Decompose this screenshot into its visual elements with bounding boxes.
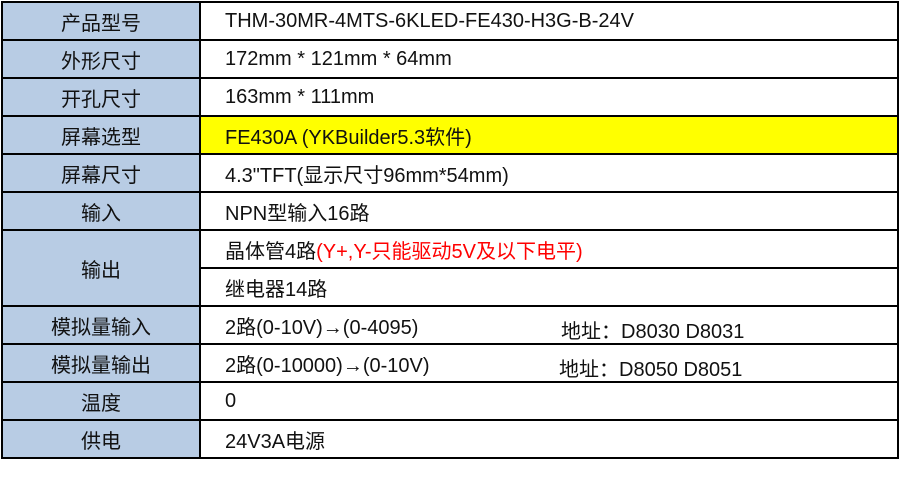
row-value: NPN型输入16路 (199, 191, 899, 231)
row-value: 24V3A电源 (199, 419, 899, 459)
analog-output-address: 地址：D8050 D8051 (559, 359, 743, 381)
analog-output-range: 2路(0-10000)→(0-10V) (225, 354, 430, 377)
output-note: (Y+,Y-只能驱动5V及以下电平) (316, 240, 583, 263)
analog-input-address: 地址：D8030 D8031 (561, 321, 745, 343)
row-value: 2路(0-10V)→(0-4095) 地址：D8030 D8031 (199, 305, 899, 345)
table-row: 输出 晶体管4路(Y+,Y-只能驱动5V及以下电平) (1, 229, 899, 307)
row-label: 开孔尺寸 (1, 77, 201, 117)
table-row: 模拟量输入 2路(0-10V)→(0-4095) 地址：D8030 D8031 (1, 305, 899, 345)
row-value: 继电器14路 (199, 267, 899, 307)
table-row: 温度 0 (1, 381, 899, 421)
row-value-highlighted: FE430A (YKBuilder5.3软件) (199, 115, 899, 155)
row-label: 模拟量输入 (1, 305, 201, 345)
row-value: 172mm * 121mm * 64mm (199, 39, 899, 79)
row-label: 供电 (1, 419, 201, 459)
row-label: 温度 (1, 381, 201, 421)
row-value: THM-30MR-4MTS-6KLED-FE430-H3G-B-24V (199, 1, 899, 41)
spec-table: 产品型号 THM-30MR-4MTS-6KLED-FE430-H3G-B-24V… (1, 1, 899, 459)
row-label: 输入 (1, 191, 201, 231)
table-row: 产品型号 THM-30MR-4MTS-6KLED-FE430-H3G-B-24V (1, 1, 899, 41)
output-transistor: 晶体管4路 (225, 240, 317, 263)
row-value: 2路(0-10000)→(0-10V) 地址：D8050 D8051 (199, 343, 899, 383)
table-row: 输入 NPN型输入16路 (1, 191, 899, 231)
row-value: 晶体管4路(Y+,Y-只能驱动5V及以下电平) (199, 229, 899, 269)
table-row: 模拟量输出 2路(0-10000)→(0-10V) 地址：D8050 D8051 (1, 343, 899, 383)
row-label: 输出 (1, 229, 201, 307)
table-row: 外形尺寸 172mm * 121mm * 64mm (1, 39, 899, 79)
table-row: 开孔尺寸 163mm * 111mm (1, 77, 899, 117)
table-row: 供电 24V3A电源 (1, 419, 899, 459)
row-value: 163mm * 111mm (199, 77, 899, 117)
row-label: 屏幕选型 (1, 115, 201, 155)
row-label: 产品型号 (1, 1, 201, 41)
row-label: 模拟量输出 (1, 343, 201, 383)
row-label: 屏幕尺寸 (1, 153, 201, 193)
row-value: 4.3"TFT(显示尺寸96mm*54mm) (199, 153, 899, 193)
table-row: 继电器14路 (2, 267, 899, 307)
row-value: 0 (199, 381, 899, 421)
table-row: 屏幕选型 FE430A (YKBuilder5.3软件) (1, 115, 899, 155)
analog-input-range: 2路(0-10V)→(0-4095) (225, 316, 419, 339)
row-label: 外形尺寸 (1, 39, 201, 79)
table-row: 屏幕尺寸 4.3"TFT(显示尺寸96mm*54mm) (1, 153, 899, 193)
